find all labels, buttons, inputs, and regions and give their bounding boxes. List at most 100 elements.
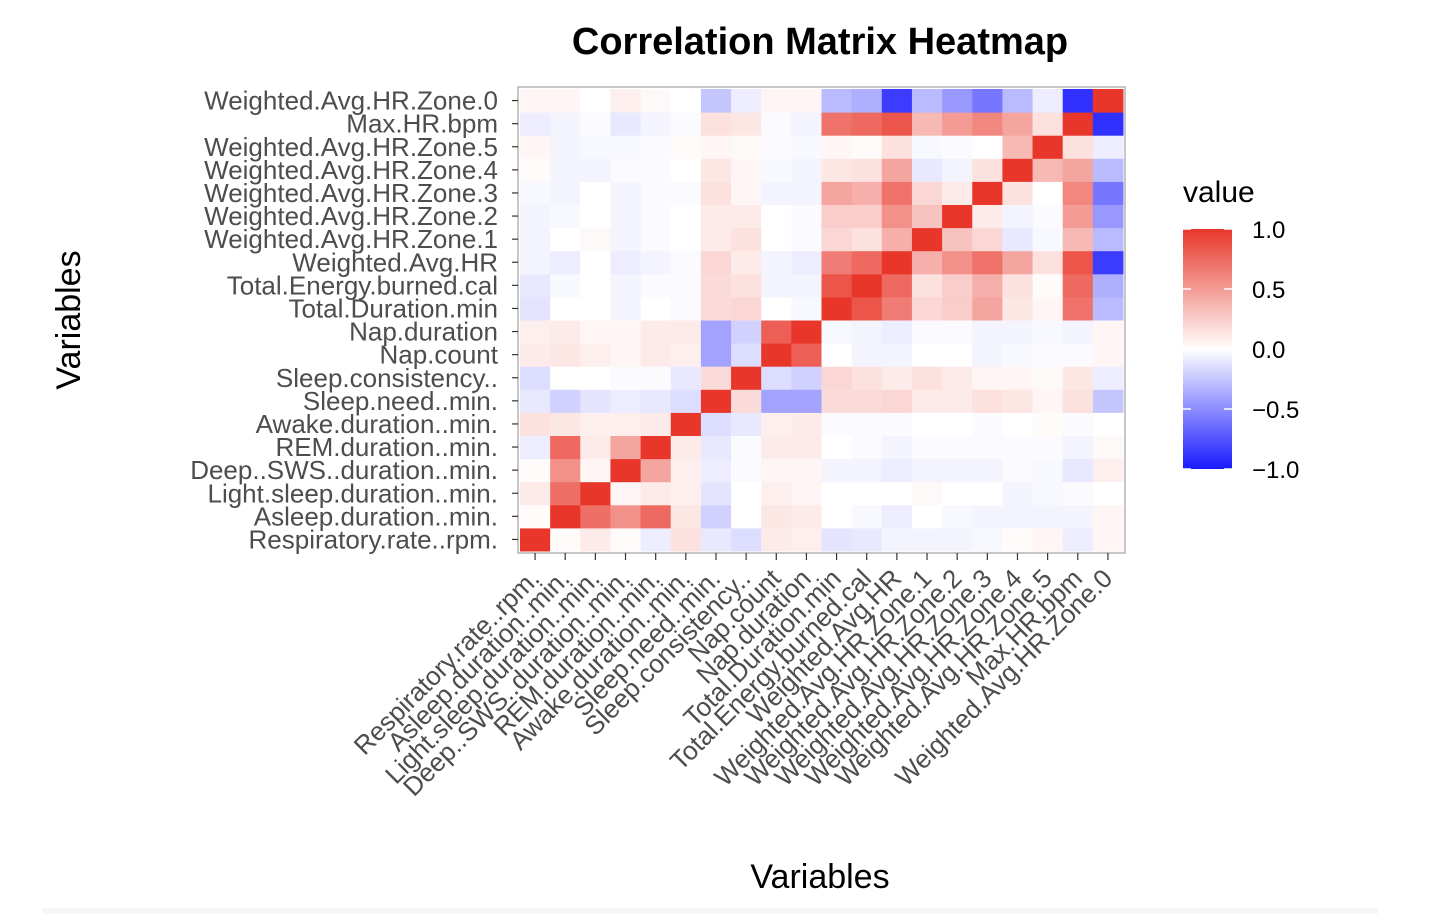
heatmap-cell bbox=[942, 435, 973, 460]
heatmap-cell bbox=[791, 296, 822, 321]
heatmap-cell bbox=[610, 273, 642, 298]
heatmap-cell bbox=[851, 320, 883, 344]
heatmap-cell bbox=[1032, 89, 1064, 113]
heatmap-cell bbox=[791, 250, 822, 275]
heatmap-cell bbox=[821, 412, 853, 436]
heatmap-cell bbox=[761, 458, 792, 483]
heatmap-cell bbox=[580, 343, 611, 367]
y-tick-label: Deep..SWS..duration..min. bbox=[190, 455, 498, 485]
heatmap-cell bbox=[942, 204, 973, 229]
heatmap-cell bbox=[610, 343, 642, 367]
heatmap-cell bbox=[942, 320, 973, 344]
heatmap-cell bbox=[731, 158, 762, 182]
heatmap-cell bbox=[851, 389, 883, 413]
heatmap-cell bbox=[700, 435, 732, 460]
heatmap-cell bbox=[550, 504, 581, 529]
heatmap-cell bbox=[791, 320, 822, 344]
heatmap-cell bbox=[670, 527, 702, 552]
heatmap-cell bbox=[670, 181, 702, 205]
heatmap-cell bbox=[580, 227, 611, 252]
heatmap-cell bbox=[821, 135, 853, 159]
heatmap-cell bbox=[640, 112, 672, 136]
heatmap-cell bbox=[972, 527, 1003, 552]
heatmap-cell bbox=[580, 135, 611, 159]
heatmap-cell bbox=[1092, 412, 1124, 436]
heatmap-cell bbox=[1092, 343, 1124, 367]
heatmap-cell bbox=[670, 158, 702, 182]
heatmap-cell bbox=[1032, 135, 1064, 159]
heatmap-cell bbox=[1002, 504, 1034, 529]
heatmap-cell bbox=[942, 135, 973, 159]
y-tick-label: Weighted.Avg.HR.Zone.2 bbox=[204, 201, 498, 231]
panel-border bbox=[517, 86, 1126, 554]
heatmap-cell bbox=[700, 412, 732, 436]
heatmap-cell bbox=[972, 389, 1003, 413]
heatmap-cell bbox=[761, 158, 792, 182]
heatmap-cell bbox=[520, 158, 551, 182]
heatmap-cell bbox=[700, 89, 732, 113]
heatmap-cell bbox=[670, 250, 702, 275]
heatmap-cell bbox=[700, 112, 732, 136]
heatmap-cell bbox=[791, 389, 822, 413]
heatmap-cell bbox=[1032, 458, 1064, 483]
heatmap-cell bbox=[911, 204, 943, 229]
heatmap-cell bbox=[791, 435, 822, 460]
legend-tick-label: −1.0 bbox=[1252, 457, 1299, 484]
heatmap-cell bbox=[1062, 343, 1094, 367]
heatmap-cell bbox=[761, 112, 792, 136]
heatmap-cell bbox=[580, 527, 611, 552]
heatmap-cell bbox=[731, 273, 762, 298]
heatmap-cell bbox=[1092, 135, 1124, 159]
heatmap-cell bbox=[851, 481, 883, 506]
heatmap-cell bbox=[700, 296, 732, 321]
legend-ticks: 1.0 0.5 0.0 −0.5 −1.0 bbox=[1183, 217, 1299, 484]
heatmap-cell bbox=[942, 112, 973, 136]
heatmap-cell bbox=[761, 343, 792, 367]
heatmap-cell bbox=[942, 296, 973, 321]
heatmap-cell bbox=[881, 227, 913, 252]
heatmap-cell bbox=[640, 273, 672, 298]
heatmap-cell bbox=[640, 366, 672, 390]
heatmap-cell bbox=[911, 435, 943, 460]
heatmap-cell bbox=[791, 158, 822, 182]
heatmap-cell bbox=[731, 112, 762, 136]
heatmap-cell bbox=[610, 204, 642, 229]
heatmap-cell bbox=[700, 527, 732, 552]
heatmap-cell bbox=[700, 158, 732, 182]
heatmap-cell bbox=[700, 389, 732, 413]
heatmap-cell bbox=[550, 527, 581, 552]
heatmap-cell bbox=[610, 250, 642, 275]
heatmap-cell bbox=[761, 296, 792, 321]
heatmap-cell bbox=[851, 250, 883, 275]
heatmap-cell bbox=[851, 158, 883, 182]
heatmap-cell bbox=[520, 273, 551, 298]
heatmap-cell bbox=[1002, 204, 1034, 229]
heatmap-cell bbox=[942, 527, 973, 552]
heatmap-cell bbox=[700, 135, 732, 159]
heatmap-cell bbox=[942, 389, 973, 413]
y-axis-title: Variables bbox=[50, 250, 88, 389]
heatmap-cell bbox=[550, 412, 581, 436]
heatmap-cell bbox=[851, 435, 883, 460]
heatmap-cell bbox=[821, 158, 853, 182]
heatmap-cell bbox=[1092, 158, 1124, 182]
heatmap-cell bbox=[610, 527, 642, 552]
heatmap-cell bbox=[731, 181, 762, 205]
heatmap-cell bbox=[942, 227, 973, 252]
heatmap-cell bbox=[670, 227, 702, 252]
heatmap-cell bbox=[700, 227, 732, 252]
heatmap-cell bbox=[1032, 435, 1064, 460]
heatmap-cell bbox=[550, 250, 581, 275]
heatmap-cell bbox=[1032, 296, 1064, 321]
heatmap-cell bbox=[881, 481, 913, 506]
heatmap-cell bbox=[1062, 112, 1094, 136]
heatmap-cell bbox=[1062, 89, 1094, 113]
heatmap-cell bbox=[942, 481, 973, 506]
heatmap-cell bbox=[580, 458, 611, 483]
heatmap-cell bbox=[580, 204, 611, 229]
heatmap-cell bbox=[1062, 389, 1094, 413]
y-tick-label: REM.duration..min. bbox=[275, 432, 498, 462]
heatmap-cell bbox=[791, 366, 822, 390]
heatmap-cell bbox=[881, 250, 913, 275]
